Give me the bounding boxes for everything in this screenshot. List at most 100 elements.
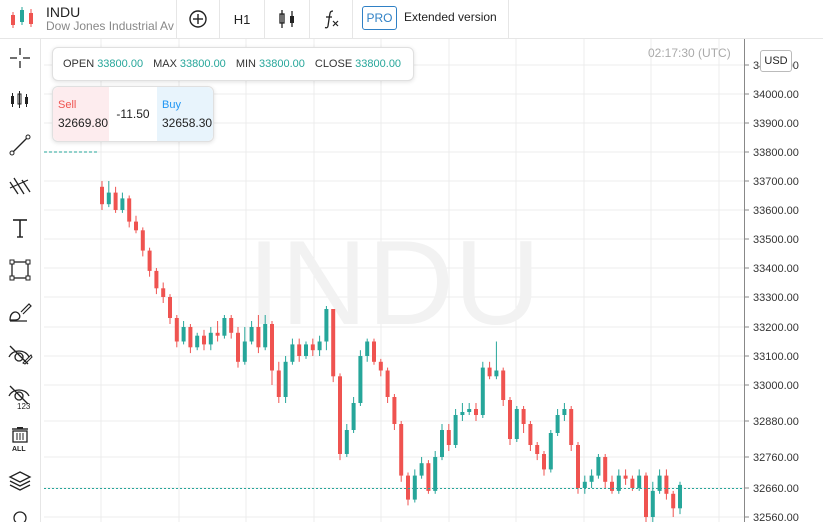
layers-tool[interactable]	[0, 464, 40, 498]
candle-body	[202, 335, 206, 345]
trade-panel: Sell 32669.80 -11.50 Buy 32658.30	[52, 86, 214, 142]
candle-body	[644, 475, 648, 517]
candle-body	[542, 454, 546, 470]
candle-body	[331, 309, 336, 377]
hide-numbers-tool[interactable]: 123	[0, 380, 40, 414]
hide-drawings-tool[interactable]	[0, 338, 40, 372]
candle-body	[304, 344, 308, 356]
candle-body	[229, 318, 234, 333]
candle-body	[467, 409, 472, 412]
candle-body	[460, 412, 465, 415]
candle-body	[147, 250, 152, 271]
candle-body	[453, 415, 458, 445]
candle-body	[671, 493, 676, 509]
divider	[264, 0, 265, 38]
candle-body	[392, 397, 397, 424]
candle-body	[630, 478, 635, 488]
delete-all-tool[interactable]: ALL	[0, 422, 40, 456]
candle-body	[678, 484, 682, 509]
candle-body	[134, 221, 138, 231]
fib-tool[interactable]	[0, 169, 40, 203]
candle-body	[385, 370, 390, 397]
candle-body	[351, 403, 356, 430]
timeframe-button[interactable]: H1	[233, 11, 251, 27]
candle-body	[324, 309, 329, 342]
ohlc-panel: OPEN 33800.00 MAX 33800.00 MIN 33800.00 …	[52, 47, 415, 81]
more-tools[interactable]	[0, 504, 40, 522]
candle-body	[412, 475, 417, 500]
symbol-name[interactable]: INDU	[46, 4, 81, 20]
candle-body	[283, 361, 288, 397]
candle-body	[181, 327, 186, 342]
min-value: 33800.00	[258, 58, 305, 70]
price-tick-label: 33500.00	[753, 234, 799, 246]
text-tool[interactable]	[0, 211, 40, 245]
add-compare-button[interactable]	[177, 0, 219, 38]
chart-type-button[interactable]	[265, 0, 309, 38]
candle-body	[637, 475, 642, 488]
sell-button[interactable]: Sell 32669.80	[53, 87, 109, 141]
candle-body	[113, 192, 118, 210]
candle-body	[657, 475, 662, 491]
candle-body	[140, 230, 145, 251]
candle-body	[399, 424, 404, 476]
candle-body	[168, 297, 172, 318]
svg-text:ALL: ALL	[12, 446, 26, 452]
candle-body	[106, 192, 111, 205]
candle-body	[290, 344, 295, 362]
price-chart[interactable]: INDU	[44, 39, 744, 522]
text-icon	[13, 219, 27, 238]
candle-body	[603, 457, 608, 482]
candle-body	[610, 481, 614, 491]
rectangle-icon	[9, 259, 31, 281]
divider	[508, 0, 509, 38]
candle-body	[215, 332, 220, 336]
trendline-tool[interactable]	[0, 128, 40, 162]
brush-icon	[9, 303, 32, 322]
candle-body	[419, 463, 424, 476]
svg-text:123: 123	[17, 402, 31, 410]
price-tick-label: 33200.00	[753, 322, 799, 334]
rectangle-tool[interactable]	[0, 253, 40, 287]
plus-circle-icon	[189, 10, 207, 28]
candle-body	[440, 430, 444, 457]
extended-version-link[interactable]: Extended version	[404, 10, 497, 24]
price-axis[interactable]: 34100.0034000.0033900.0033800.0033700.00…	[744, 39, 823, 522]
candle-body	[310, 344, 315, 351]
candle-body	[480, 367, 485, 415]
chart-grid	[44, 39, 744, 522]
candle-body	[494, 370, 499, 377]
candle-body	[127, 198, 132, 222]
candle-body	[535, 445, 540, 454]
symbol-watermark: INDU	[247, 216, 540, 350]
candle-body	[222, 318, 227, 336]
crosshair-tool[interactable]	[0, 41, 40, 75]
pro-badge[interactable]: PRO	[362, 6, 397, 30]
candles-tool[interactable]	[0, 83, 40, 117]
max-label: MAX	[153, 58, 177, 70]
brush-tool[interactable]	[0, 296, 40, 330]
candle-body	[188, 327, 193, 348]
max-value: 33800.00	[179, 58, 226, 70]
candle-body	[406, 475, 410, 500]
candle-body	[508, 400, 512, 439]
candle-body	[650, 490, 655, 517]
divider	[352, 0, 353, 38]
sell-label: Sell	[58, 99, 77, 111]
sell-price: 32669.80	[58, 116, 109, 130]
candle-body	[154, 270, 159, 289]
candles-group	[100, 181, 682, 522]
hide-drawings-icon	[8, 345, 33, 365]
currency-button[interactable]: USD	[760, 50, 792, 72]
function-icon	[324, 10, 339, 29]
price-tick-label: 33300.00	[753, 292, 799, 304]
buy-button[interactable]: Buy 32658.30	[157, 87, 213, 141]
hide-numbers-icon: 123	[8, 385, 31, 410]
indicators-button[interactable]	[310, 0, 352, 38]
candle-body	[100, 186, 104, 205]
candle-body	[365, 341, 370, 356]
open-value: 33800.00	[97, 58, 144, 70]
price-tick-label: 32660.00	[753, 483, 799, 495]
buy-price: 32658.30	[162, 116, 213, 130]
close-label: CLOSE	[314, 58, 353, 70]
